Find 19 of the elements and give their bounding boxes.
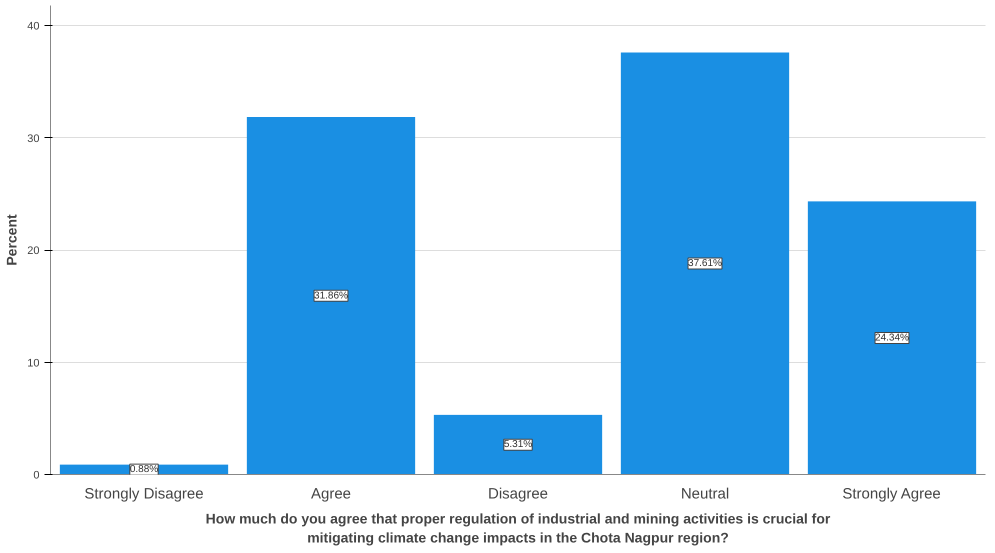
- bar: [246, 117, 416, 474]
- x-axis-title: How much do you agree that proper regulation of industrial and mining activities is crucial for mitigating climate change impacts in the Chota Nagpur region?: [206, 510, 831, 546]
- x-tick-label: Neutral: [680, 486, 730, 502]
- data-label: 31.86%: [314, 290, 348, 302]
- x-tick-label: Agree: [310, 486, 352, 502]
- x-tick-label: Strongly Agree: [842, 486, 941, 502]
- y-tick-label: 0: [33, 470, 40, 482]
- x-tick-label: Strongly Disagree: [84, 486, 204, 502]
- bar: [620, 52, 790, 474]
- data-label: 37.61%: [688, 258, 722, 270]
- bar: [808, 201, 976, 474]
- y-axis-title: Percent: [3, 214, 20, 266]
- y-tick-label: 40: [27, 20, 40, 33]
- x-tick-label: Disagree: [488, 486, 548, 502]
- y-tick-label: 20: [27, 245, 40, 258]
- data-label: 24.34%: [875, 332, 910, 344]
- bar: [434, 414, 602, 474]
- y-tick-label: 10: [27, 357, 40, 370]
- y-tick-label: 30: [27, 132, 40, 145]
